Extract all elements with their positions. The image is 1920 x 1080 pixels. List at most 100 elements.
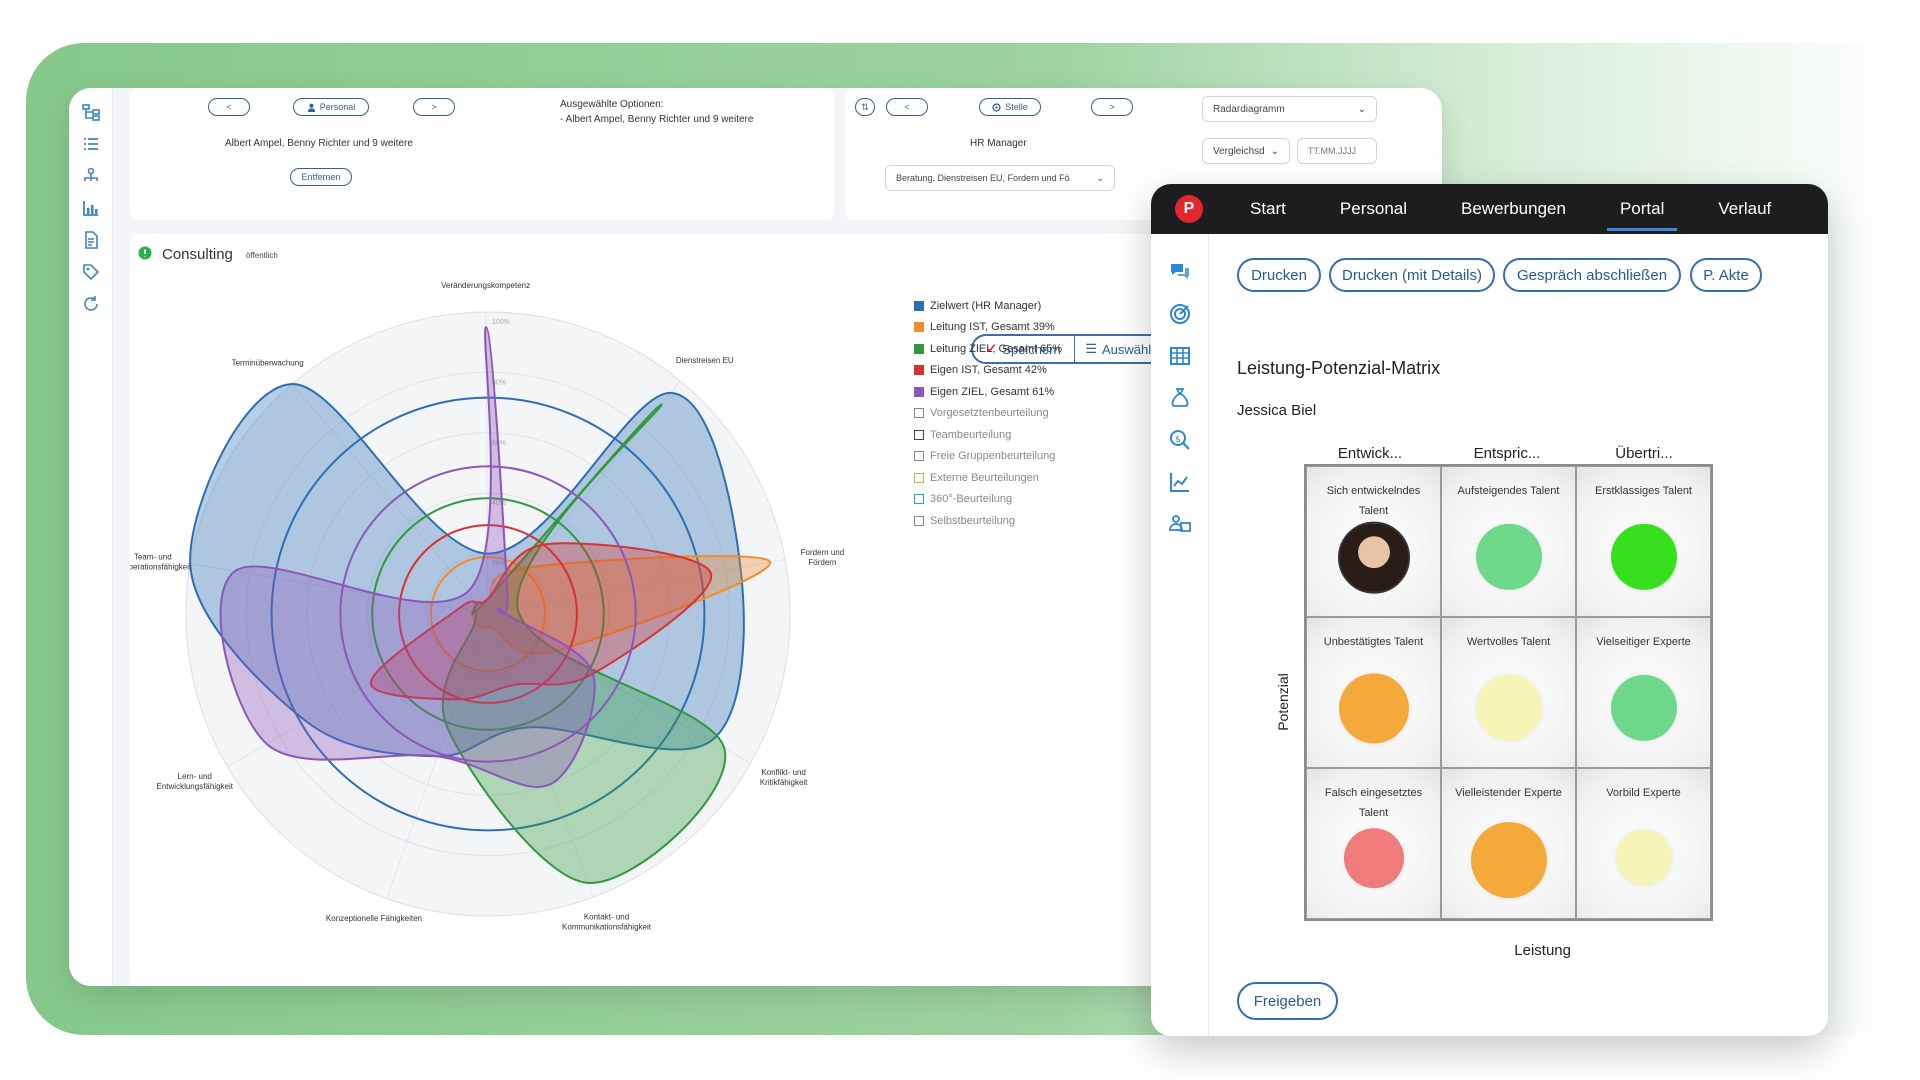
print-details-button[interactable]: Drucken (mit Details) — [1329, 258, 1495, 292]
axis-label: Kommunikationsfähigkeit — [562, 923, 652, 932]
release-button[interactable]: Freigeben — [1237, 982, 1338, 1020]
save-select-group: ✓ Speichern ☰ Auswählen — [971, 334, 1178, 364]
svg-text:$: $ — [1175, 435, 1181, 445]
remove-label: Entfernen — [301, 172, 341, 182]
criteria-select[interactable]: Beratung, Dienstreisen EU, Fordern und F… — [885, 165, 1115, 191]
view-select-value: Radardiagramm — [1213, 103, 1285, 115]
legend-item[interactable]: 360°-Beurteilung — [914, 489, 1062, 511]
search-money-icon[interactable]: $ — [1168, 428, 1192, 452]
money-bag-icon[interactable] — [1168, 386, 1192, 410]
axis-label: Konzeptionelle Fähigkeiten — [326, 914, 422, 923]
legend-label: Eigen IST, Gesamt 42% — [930, 364, 1047, 377]
legend-item[interactable]: Zielwert (HR Manager) — [914, 295, 1062, 317]
legend-swatch — [914, 515, 924, 526]
talent-matrix: Sich entwickelndes Talent Aufsteigendes T… — [1304, 464, 1713, 921]
app-logo[interactable]: P — [1175, 195, 1203, 223]
matrix-cell-label: Unbestätigtes Talent — [1323, 636, 1424, 648]
legend-item[interactable]: Leitung ZIEL, Gesamt 65% — [914, 338, 1062, 360]
chat-icon[interactable] — [1168, 260, 1192, 284]
refresh-icon[interactable] — [81, 294, 101, 314]
legend-item[interactable]: Eigen ZIEL, Gesamt 61% — [914, 381, 1062, 403]
remove-button[interactable]: Entfernen — [290, 168, 352, 186]
select-button[interactable]: ☰ Auswählen — [1074, 336, 1176, 362]
matrix-cell[interactable]: Vielseitiger Experte — [1576, 617, 1711, 768]
list-icon[interactable] — [81, 134, 101, 154]
position-mode-button[interactable]: Stelle — [979, 98, 1041, 116]
personal-mode-button[interactable]: Personal — [293, 98, 369, 116]
legend-swatch — [914, 408, 924, 419]
column-header-3: Übertri... — [1615, 445, 1673, 462]
print-button[interactable]: Drucken — [1237, 258, 1321, 292]
radar-ring — [366, 492, 610, 736]
matrix-cell-label: Vorbild Experte — [1606, 787, 1681, 799]
prev-position-button[interactable]: < — [886, 98, 928, 116]
nav-personal[interactable]: Personal — [1339, 199, 1408, 218]
y-axis-label: Potenzial — [1274, 673, 1291, 731]
next-label: > — [431, 102, 437, 112]
matrix-cell-label: Vielleistender Experte — [1455, 787, 1562, 799]
legend-swatch — [914, 386, 924, 397]
matrix-cell[interactable]: Aufsteigendes Talent — [1441, 466, 1576, 617]
matrix-cell[interactable]: Sich entwickelndes Talent — [1306, 466, 1441, 617]
line-chart-icon[interactable] — [1168, 470, 1192, 494]
nav-start[interactable]: Start — [1250, 199, 1286, 218]
org-chart-icon[interactable] — [81, 166, 101, 186]
legend-item[interactable]: Leitung IST, Gesamt 39% — [914, 317, 1062, 339]
x-axis-label: Leistung — [1514, 942, 1571, 959]
avatar[interactable] — [1337, 521, 1410, 594]
matrix-cell[interactable]: Unbestätigtes Talent — [1306, 617, 1441, 768]
matrix-cell[interactable]: Falsch eingesetztes Talent — [1306, 768, 1441, 919]
axis-label: Kontakt- und — [584, 913, 629, 922]
legend-swatch — [914, 494, 924, 505]
matrix-cell[interactable]: Vorbild Experte — [1576, 768, 1711, 919]
position-mode-label: Stelle — [1005, 102, 1028, 112]
matrix-status-dot — [1343, 828, 1404, 889]
radar-ring — [185, 311, 791, 917]
matrix-cell-label: Wertvolles Talent — [1466, 636, 1551, 648]
legend-item[interactable]: Eigen IST, Gesamt 42% — [914, 360, 1062, 382]
tag-icon[interactable] — [81, 262, 101, 282]
chart-panel-title: Consulting — [162, 246, 233, 263]
hierarchy-icon[interactable] — [81, 102, 101, 122]
matrix-cell-label: Vielseitiger Experte — [1596, 636, 1691, 648]
axis-label: Fordern und — [801, 548, 845, 557]
legend-label: Externe Beurteilungen — [930, 471, 1039, 484]
axis-label: Team- und — [134, 553, 172, 562]
axis-label: Dienstreisen EU — [676, 356, 734, 365]
matrix-cell-label: Falsch eingesetztes Talent — [1324, 787, 1423, 819]
view-select[interactable]: Radardiagramm ⌄ — [1202, 96, 1377, 122]
matrix-status-dot — [1475, 674, 1542, 741]
target-icon[interactable] — [1168, 302, 1192, 326]
bar-chart-icon[interactable] — [81, 198, 101, 218]
date-input[interactable] — [1297, 138, 1377, 164]
legend-item[interactable]: Vorgesetztenbeurteilung — [914, 403, 1062, 425]
table-icon[interactable] — [1168, 344, 1192, 368]
matrix-cell[interactable]: Wertvolles Talent — [1441, 617, 1576, 768]
chevron-down-icon: ⌄ — [1270, 145, 1279, 157]
compare-select[interactable]: Vergleichsd ⌄ — [1202, 138, 1290, 164]
swap-button[interactable]: ⇅ — [855, 98, 875, 116]
prev-person-button[interactable]: < — [208, 98, 250, 116]
nav-verlauf[interactable]: Verlauf — [1718, 199, 1772, 218]
next-position-button[interactable]: > — [1091, 98, 1133, 116]
legend-item[interactable]: Teambeurteilung — [914, 424, 1062, 446]
matrix-status-dot — [1475, 523, 1542, 590]
legend-swatch — [914, 322, 924, 333]
document-icon[interactable] — [81, 230, 101, 250]
radar-series-area — [189, 382, 745, 758]
team-icon[interactable] — [1168, 512, 1192, 536]
legend-item[interactable]: Externe Beurteilungen — [914, 467, 1062, 489]
next-person-button[interactable]: > — [413, 98, 455, 116]
nav-portal[interactable]: Portal — [1593, 184, 1691, 234]
save-button[interactable]: ✓ Speichern — [973, 336, 1074, 362]
legend-swatch — [914, 365, 924, 376]
position-filter-panel: ⇅ < Stelle > HR Manager Beratung, Dienst… — [845, 88, 1442, 220]
personnel-file-button[interactable]: P. Akte — [1690, 258, 1762, 292]
radar-series-average-ring — [371, 497, 605, 731]
nav-bewerbungen[interactable]: Bewerbungen — [1461, 199, 1566, 218]
legend-item[interactable]: Selbstbeurteilung — [914, 510, 1062, 532]
matrix-cell[interactable]: Vielleistender Experte — [1441, 768, 1576, 919]
matrix-cell[interactable]: Erstklassiges Talent — [1576, 466, 1711, 617]
finish-conversation-button[interactable]: Gespräch abschließen — [1503, 258, 1681, 292]
legend-item[interactable]: Freie Gruppenbeurteilung — [914, 446, 1062, 468]
